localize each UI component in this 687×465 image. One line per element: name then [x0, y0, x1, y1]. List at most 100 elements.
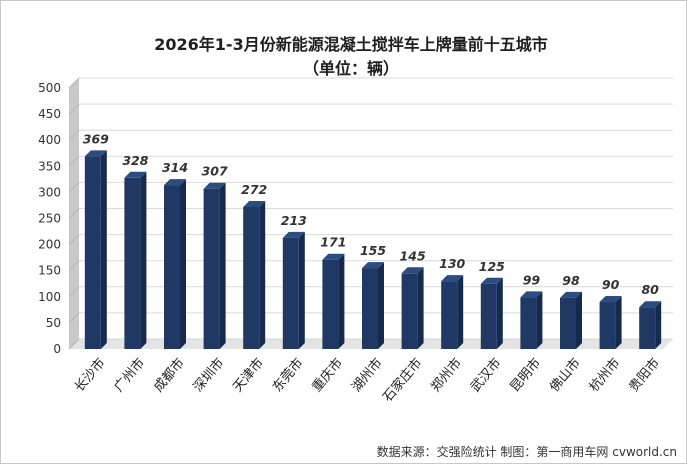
bar-武汉市: [480, 277, 503, 349]
gridline-diagonal: [68, 208, 80, 219]
data-label: 80: [641, 282, 659, 297]
data-label: 130: [439, 256, 465, 271]
bar-side: [615, 296, 622, 349]
gridline-diagonal: [68, 286, 80, 298]
x-category-label: 东莞市: [269, 355, 306, 395]
bar-top: [401, 267, 424, 274]
bar-top: [164, 179, 186, 186]
bar-top: [480, 277, 503, 284]
x-category-label: 石家庄市: [380, 355, 426, 405]
x-category-label: 武汉市: [467, 355, 504, 395]
y-tick-label: 450: [38, 107, 61, 121]
bar-side: [496, 277, 503, 349]
bar-top: [84, 150, 107, 157]
bar: [599, 302, 616, 349]
bar: [362, 268, 378, 349]
gridline-diagonal: [68, 103, 80, 115]
bar: [401, 273, 418, 349]
gridline-diagonal: [68, 312, 80, 324]
bar: [243, 207, 260, 349]
data-label: 99: [523, 272, 541, 287]
bar-side: [457, 275, 464, 349]
bar: [164, 185, 180, 349]
y-tick-label: 50: [46, 316, 61, 330]
bar-石家庄市: [401, 267, 424, 349]
bar-side: [259, 201, 266, 349]
x-category-label: 佛山市: [546, 355, 583, 395]
y-tick-label: 300: [38, 185, 61, 199]
y-tick-label: 200: [38, 238, 61, 252]
bar-东莞市: [282, 231, 305, 349]
y-tick-label: 400: [38, 133, 61, 147]
bar-top: [243, 201, 266, 208]
data-label: 328: [122, 153, 148, 168]
bar-佛山市: [560, 291, 582, 349]
y-tick-label: 150: [38, 264, 61, 278]
bar: [480, 283, 497, 349]
data-label: 125: [479, 259, 505, 274]
bar-郑州市: [441, 275, 464, 349]
bar-side: [100, 150, 107, 349]
bar-长沙市: [84, 150, 107, 349]
bar-side: [417, 267, 424, 349]
x-category-label: 广州市: [111, 355, 148, 395]
bar: [124, 177, 141, 349]
y-tick-label: 250: [38, 212, 61, 226]
bar: [203, 188, 220, 349]
bar-湖州市: [362, 262, 384, 349]
bar-成都市: [164, 179, 186, 349]
bar-杭州市: [599, 296, 622, 349]
bar-top: [520, 291, 543, 298]
bar-top: [639, 301, 662, 308]
data-label: 98: [562, 273, 580, 288]
x-category-label: 长沙市: [71, 355, 108, 395]
x-category-label: 贵阳市: [626, 355, 663, 395]
bar-深圳市: [203, 182, 226, 349]
bar-side: [140, 171, 147, 349]
bar: [520, 297, 537, 349]
bar-top: [282, 231, 305, 238]
x-category-label: 昆明市: [507, 355, 544, 395]
bar: [322, 259, 339, 349]
gridline-diagonal: [68, 155, 80, 167]
data-label: 171: [320, 235, 346, 250]
bar-top: [560, 291, 582, 298]
x-category-label: 郑州市: [428, 355, 465, 395]
y-tick-label: 0: [53, 342, 61, 356]
y-tick-label: 350: [38, 159, 61, 173]
bar: [282, 237, 299, 349]
gridline-diagonal: [68, 338, 80, 350]
data-label: 369: [83, 131, 109, 146]
bar-top: [441, 275, 464, 282]
bar-top: [599, 296, 622, 303]
bar-side: [338, 253, 345, 349]
bar-重庆市: [322, 253, 345, 349]
bar: [639, 307, 656, 349]
x-category-label: 湖州市: [348, 355, 385, 395]
x-category-label: 重庆市: [309, 355, 346, 395]
gridline-diagonal: [68, 182, 80, 193]
bar: [560, 297, 576, 349]
bar-昆明市: [520, 291, 543, 349]
bar-top: [124, 171, 147, 178]
bar-side: [219, 182, 226, 349]
x-category-label: 成都市: [150, 355, 187, 395]
bar: [84, 156, 101, 349]
bar-top: [362, 262, 384, 269]
bar-top: [322, 253, 345, 260]
y-axis-ticks: 0 50 100 150 200 250 300 350 400 450 500: [38, 81, 61, 356]
bar-side: [378, 262, 384, 349]
bar-top: [203, 182, 226, 189]
data-label: 272: [241, 182, 267, 197]
chart-subtitle: （单位：辆）: [303, 59, 399, 78]
gridline-diagonal: [68, 129, 80, 141]
bar-广州市: [124, 171, 147, 349]
x-category-label: 深圳市: [190, 355, 227, 395]
x-category-label: 天津市: [230, 355, 267, 395]
data-label: 307: [202, 164, 228, 179]
data-label: 213: [281, 213, 307, 228]
data-label: 145: [400, 248, 426, 263]
data-label: 314: [162, 160, 188, 175]
